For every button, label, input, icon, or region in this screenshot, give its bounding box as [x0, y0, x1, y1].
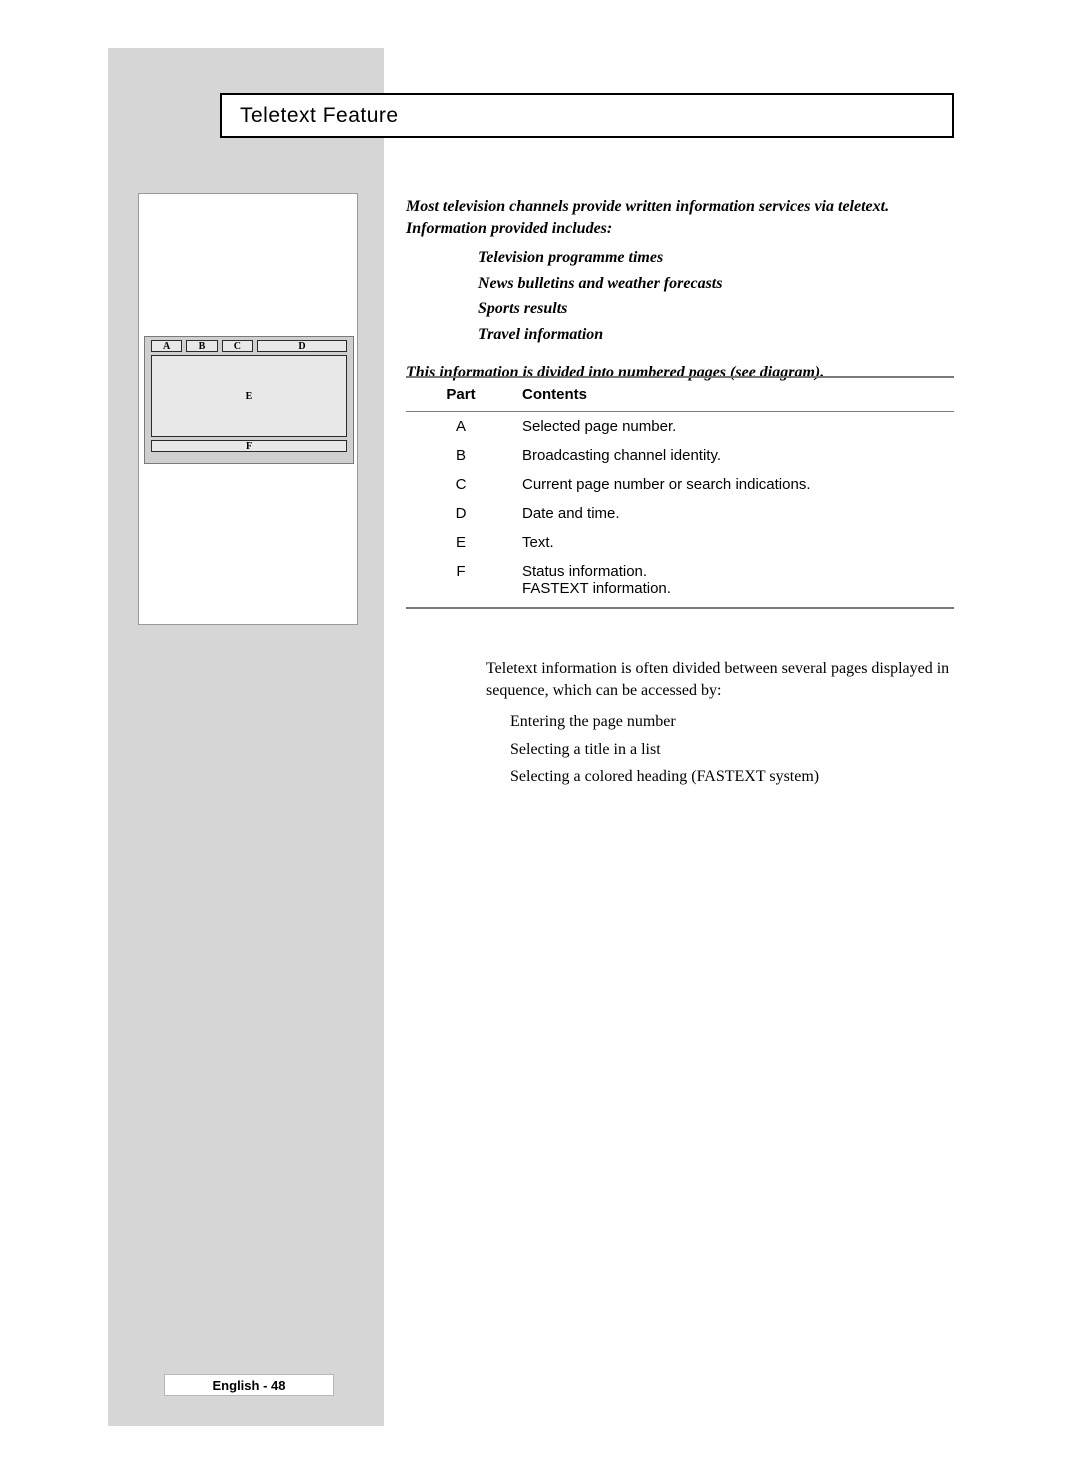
notes-list-item: Selecting a colored heading (FASTEXT sys…	[510, 766, 954, 788]
tv-body-region: E	[151, 355, 347, 437]
intro-list: Television programme times News bulletins…	[478, 247, 954, 345]
notes-lead: Teletext information is often divided be…	[486, 658, 954, 701]
parts-table: Part Contents ASelected page number.BBro…	[406, 376, 954, 609]
tv-body-label: E	[246, 391, 253, 402]
cell-contents: Current page number or search indication…	[516, 470, 954, 499]
intro-list-item: Travel information	[478, 324, 954, 346]
intro-lead: Most television channels provide written…	[406, 196, 954, 239]
tv-cell-a: A	[151, 340, 182, 352]
page-title: Teletext Feature	[220, 93, 954, 138]
cell-contents: Selected page number.	[516, 412, 954, 442]
tv-diagram: ABCD E F	[138, 193, 358, 625]
tv-footer-region: F	[151, 440, 347, 452]
page-background: Teletext Feature ABCD E F Most televisio…	[108, 48, 978, 1426]
table-row: EText.	[406, 528, 954, 557]
intro-block: Most television channels provide written…	[406, 196, 954, 383]
table-row: BBroadcasting channel identity.	[406, 441, 954, 470]
cell-part: C	[406, 470, 516, 499]
cell-part: E	[406, 528, 516, 557]
tv-cell-d: D	[257, 340, 347, 352]
tv-cell-c: C	[222, 340, 253, 352]
intro-list-item: News bulletins and weather forecasts	[478, 273, 954, 295]
cell-contents: Status information. FASTEXT information.	[516, 557, 954, 608]
cell-contents: Date and time.	[516, 499, 954, 528]
page-footer-text: English - 48	[213, 1378, 286, 1393]
table-row: DDate and time.	[406, 499, 954, 528]
tv-top-row: ABCD	[145, 340, 353, 354]
page-footer: English - 48	[164, 1374, 334, 1396]
table-header-row: Part Contents	[406, 377, 954, 412]
cell-part: B	[406, 441, 516, 470]
notes-block: Teletext information is often divided be…	[486, 658, 954, 794]
parts-table-wrap: Part Contents ASelected page number.BBro…	[406, 376, 954, 609]
cell-contents: Text.	[516, 528, 954, 557]
tv-cell-b: B	[186, 340, 217, 352]
notes-list-item: Entering the page number	[510, 711, 954, 733]
page-title-text: Teletext Feature	[240, 104, 399, 128]
table-row: ASelected page number.	[406, 412, 954, 442]
table-row: CCurrent page number or search indicatio…	[406, 470, 954, 499]
notes-list: Entering the page number Selecting a titl…	[510, 711, 954, 788]
th-part: Part	[406, 377, 516, 412]
cell-contents: Broadcasting channel identity.	[516, 441, 954, 470]
cell-part: D	[406, 499, 516, 528]
intro-list-item: Television programme times	[478, 247, 954, 269]
tv-screen: ABCD E F	[144, 336, 354, 464]
table-row: FStatus information. FASTEXT information…	[406, 557, 954, 608]
intro-list-item: Sports results	[478, 298, 954, 320]
cell-part: F	[406, 557, 516, 608]
cell-part: A	[406, 412, 516, 442]
th-contents: Contents	[516, 377, 954, 412]
notes-list-item: Selecting a title in a list	[510, 739, 954, 761]
tv-footer-label: F	[246, 441, 252, 452]
